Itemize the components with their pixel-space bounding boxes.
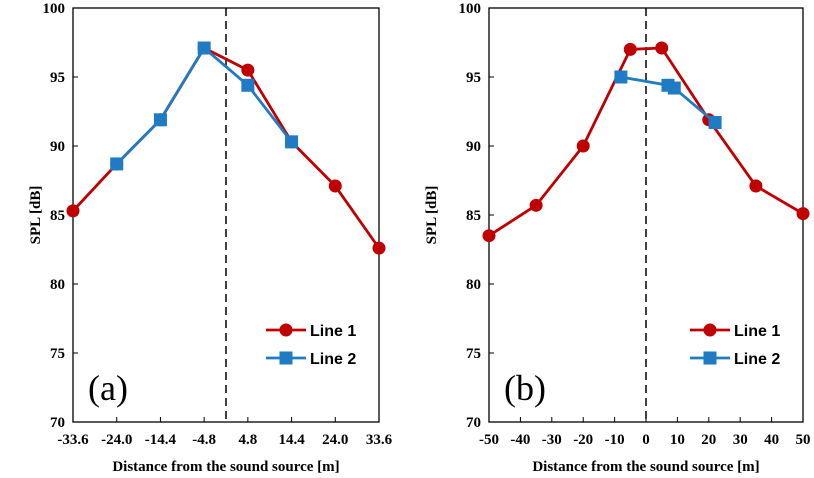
x-tick-label: 20 xyxy=(701,432,716,448)
series-line-2 xyxy=(110,41,299,171)
y-tick-label: 85 xyxy=(466,208,481,224)
x-axis-label: Distance from the sound source [m] xyxy=(532,459,759,475)
x-tick-label: 10 xyxy=(670,432,685,448)
x-tick-label: -30 xyxy=(542,432,562,448)
data-point xyxy=(285,135,299,149)
legend: Line 1 Line 2 xyxy=(690,323,780,368)
data-point xyxy=(241,63,255,77)
data-point xyxy=(749,179,763,193)
chart-panel-1: 70 75 80 85 90 95 100 -33.6 -24.0 -14.4 -4.8 4.8 14.… xyxy=(28,1,393,475)
series-line xyxy=(488,46,804,237)
x-tick-label: 33.6 xyxy=(366,432,393,448)
x-tick-label: -24.0 xyxy=(101,432,132,448)
legend-entry: Line 1 xyxy=(310,323,356,340)
x-tick-label: 4.8 xyxy=(238,432,257,448)
series-line-1 xyxy=(482,41,810,243)
data-point xyxy=(153,113,167,127)
x-tick-label: -40 xyxy=(510,432,530,448)
panel-label: (b) xyxy=(504,368,546,408)
legend-entry: Line 2 xyxy=(310,351,356,368)
x-tick-label: 24.0 xyxy=(322,432,348,448)
data-point xyxy=(576,139,590,153)
legend-entry: Line 2 xyxy=(734,351,780,368)
chart-panel-2: 70 75 80 85 90 95 100 -50 -40 -30 -20 -10 0 10 20 30 40 5… xyxy=(424,1,811,475)
x-tick-label: 50 xyxy=(796,432,811,448)
y-axis-label: SPL [dB] xyxy=(424,186,440,245)
y-tick-label: 80 xyxy=(466,277,481,293)
x-axis-label: Distance from the sound source [m] xyxy=(112,459,339,475)
data-point xyxy=(667,81,681,95)
x-tick-label: 0 xyxy=(642,432,650,448)
panel-label: (a) xyxy=(88,368,128,408)
y-tick-label: 90 xyxy=(50,139,65,155)
x-tick-label: -10 xyxy=(605,432,625,448)
y-tick-label: 85 xyxy=(50,208,65,224)
data-point xyxy=(372,241,386,255)
y-tick-label: 75 xyxy=(50,346,65,362)
data-point xyxy=(241,78,255,92)
data-point xyxy=(614,70,628,84)
legend-marker xyxy=(703,323,717,337)
series-line xyxy=(115,45,293,165)
x-tick-label: -33.6 xyxy=(57,432,89,448)
legend-entry: Line 1 xyxy=(734,323,780,340)
x-tick-label: 40 xyxy=(764,432,779,448)
legend-marker xyxy=(703,351,717,365)
y-tick-label: 100 xyxy=(43,1,66,17)
series-line-2 xyxy=(614,70,722,130)
data-point xyxy=(655,41,669,55)
legend-marker xyxy=(279,323,293,337)
data-point xyxy=(66,204,80,218)
x-tick-label: -4.8 xyxy=(192,432,216,448)
legend-marker xyxy=(279,351,293,365)
data-point xyxy=(197,41,211,55)
y-tick-label: 75 xyxy=(466,346,481,362)
y-tick-label: 95 xyxy=(50,70,65,86)
y-tick-label: 80 xyxy=(50,277,65,293)
data-point xyxy=(708,116,722,130)
y-tick-label: 70 xyxy=(50,415,65,431)
legend: Line 1 Line 2 xyxy=(266,323,356,368)
data-point xyxy=(529,198,543,212)
y-tick-label: 100 xyxy=(459,1,482,17)
data-point xyxy=(623,42,637,56)
x-tick-label: 30 xyxy=(733,432,748,448)
y-tick-label: 70 xyxy=(466,415,481,431)
data-point xyxy=(796,207,810,221)
y-tick-label: 90 xyxy=(466,139,481,155)
y-axis-label: SPL [dB] xyxy=(28,186,44,245)
x-tick-label: -20 xyxy=(573,432,593,448)
x-tick-label: -14.4 xyxy=(145,432,177,448)
data-point xyxy=(328,179,342,193)
x-tick-label: -50 xyxy=(479,432,499,448)
data-point xyxy=(482,229,496,243)
data-point xyxy=(110,157,124,171)
x-tick-label: 14.4 xyxy=(278,432,305,448)
y-tick-label: 95 xyxy=(466,70,481,86)
